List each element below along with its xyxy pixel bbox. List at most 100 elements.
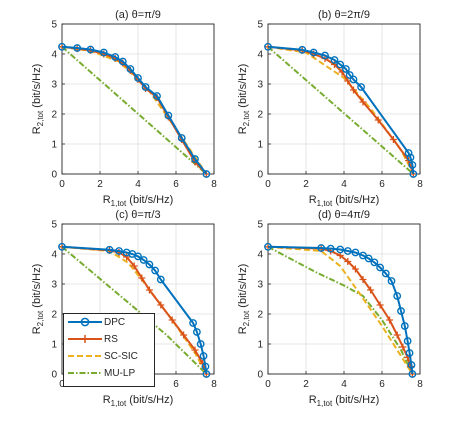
x-tick-label: 8 xyxy=(417,179,423,190)
legend-label-sc-sic: SC-SIC xyxy=(104,351,138,362)
data-point-rs xyxy=(367,286,375,294)
legend-label-mu-lp: MU-LP xyxy=(104,368,136,379)
x-tick-label: 2 xyxy=(97,179,103,190)
y-tick-label: 0 xyxy=(51,370,57,381)
data-point-rs xyxy=(359,276,367,283)
data-point-dpc xyxy=(359,251,367,260)
legend-swatch-rs xyxy=(68,335,102,343)
x-axis-label: R1,tot (bit/s/Hz) xyxy=(309,194,380,208)
data-point-rs xyxy=(344,258,352,265)
data-point-dpc xyxy=(357,83,365,91)
axes-box xyxy=(267,223,421,375)
y-tick-label: 1 xyxy=(257,340,263,351)
y-tick-label: 0 xyxy=(257,170,263,181)
legend-swatch-sc-sic xyxy=(68,355,102,357)
data-point-dpc xyxy=(139,256,148,264)
data-point-dpc xyxy=(126,65,135,73)
data-point-rs xyxy=(389,136,397,143)
data-point-dpc xyxy=(189,319,198,327)
y-axis-label: R2,tot (bit/s/Hz) xyxy=(31,64,45,135)
data-point-rs xyxy=(191,346,199,354)
data-point-dpc xyxy=(343,247,352,255)
data-point-dpc xyxy=(341,65,350,73)
x-tick-label: 6 xyxy=(379,179,385,190)
data-point-dpc xyxy=(196,340,205,348)
data-point-dpc xyxy=(393,292,402,300)
panel-title: (a) θ=π/9 xyxy=(115,9,161,21)
series-line-mu-lp xyxy=(61,46,208,175)
legend-item-rs: RS xyxy=(64,331,154,348)
data-point-rs xyxy=(386,316,394,324)
data-point-dpc xyxy=(58,42,66,51)
y-tick-label: 0 xyxy=(257,370,263,381)
data-point-dpc xyxy=(134,252,142,261)
x-tick-label: 4 xyxy=(135,179,141,190)
x-tick-label: 8 xyxy=(211,379,217,390)
data-point-dpc xyxy=(397,307,405,315)
data-point-dpc xyxy=(364,254,373,263)
y-tick-label: 1 xyxy=(257,140,263,151)
data-point-dpc xyxy=(156,275,165,284)
y-tick-label: 3 xyxy=(257,80,263,91)
data-point-dpc xyxy=(387,277,396,285)
data-point-dpc xyxy=(111,53,120,61)
x-axis-label: R1,tot (bit/s/Hz) xyxy=(309,394,380,408)
data-point-dpc xyxy=(351,248,360,257)
data-point-dpc xyxy=(264,42,272,51)
data-point-rs xyxy=(130,262,138,270)
data-point-rs xyxy=(157,301,165,309)
y-tick-label: 2 xyxy=(257,310,263,321)
x-tick-label: 0 xyxy=(265,379,271,390)
data-point-dpc xyxy=(336,60,345,69)
panel-title: (b) θ=2π/9 xyxy=(318,9,370,21)
data-point-dpc xyxy=(141,83,150,91)
data-point-dpc xyxy=(105,245,114,254)
legend-item-dpc: DPC xyxy=(64,314,154,331)
legend-label-rs: RS xyxy=(104,334,118,345)
legend-item-mu-lp: MU-LP xyxy=(64,365,154,382)
x-tick-label: 8 xyxy=(417,379,423,390)
data-point-dpc xyxy=(192,328,201,336)
series-line-mu-lp xyxy=(267,245,414,375)
x-tick-label: 2 xyxy=(303,379,309,390)
data-point-dpc xyxy=(73,44,82,52)
data-point-dpc xyxy=(134,74,142,82)
data-point-dpc xyxy=(191,155,199,163)
x-axis-label: R1,tot (bit/s/Hz) xyxy=(103,394,174,408)
data-point-dpc xyxy=(309,48,318,57)
panel-title: (d) θ=4π/9 xyxy=(318,209,370,221)
axes-box xyxy=(61,23,215,175)
y-tick-label: 5 xyxy=(51,20,57,31)
y-tick-label: 3 xyxy=(51,80,57,91)
x-tick-label: 4 xyxy=(341,379,347,390)
data-point-rs xyxy=(374,116,382,124)
data-point-dpc xyxy=(115,247,123,255)
x-tick-label: 6 xyxy=(173,379,179,390)
x-tick-label: 6 xyxy=(173,179,179,190)
x-tick-label: 8 xyxy=(211,179,217,190)
data-point-rs xyxy=(376,301,384,309)
series-line-dpc xyxy=(267,245,414,375)
data-point-dpc xyxy=(349,75,358,84)
series-line-dpc xyxy=(61,45,208,175)
x-tick-label: 0 xyxy=(59,379,65,390)
y-tick-label: 5 xyxy=(257,220,263,231)
data-point-dpc xyxy=(403,337,412,345)
data-point-dpc xyxy=(376,263,384,272)
y-tick-label: 1 xyxy=(51,140,57,151)
data-point-dpc xyxy=(118,57,127,66)
data-point-dpc xyxy=(336,245,345,254)
legend-swatch-dpc xyxy=(68,317,102,327)
data-point-rs xyxy=(180,331,188,339)
data-point-dpc xyxy=(404,149,413,157)
data-point-dpc xyxy=(405,349,414,357)
data-point-dpc xyxy=(202,370,211,378)
data-point-dpc xyxy=(153,92,161,100)
y-axis-label: R2,tot (bit/s/Hz) xyxy=(237,64,251,135)
x-tick-label: 2 xyxy=(303,179,309,190)
data-point-dpc xyxy=(99,48,108,57)
data-point-dpc xyxy=(409,170,418,178)
data-point-rs xyxy=(351,265,359,273)
data-point-dpc xyxy=(330,56,339,64)
series-line-mu-lp xyxy=(267,46,415,175)
